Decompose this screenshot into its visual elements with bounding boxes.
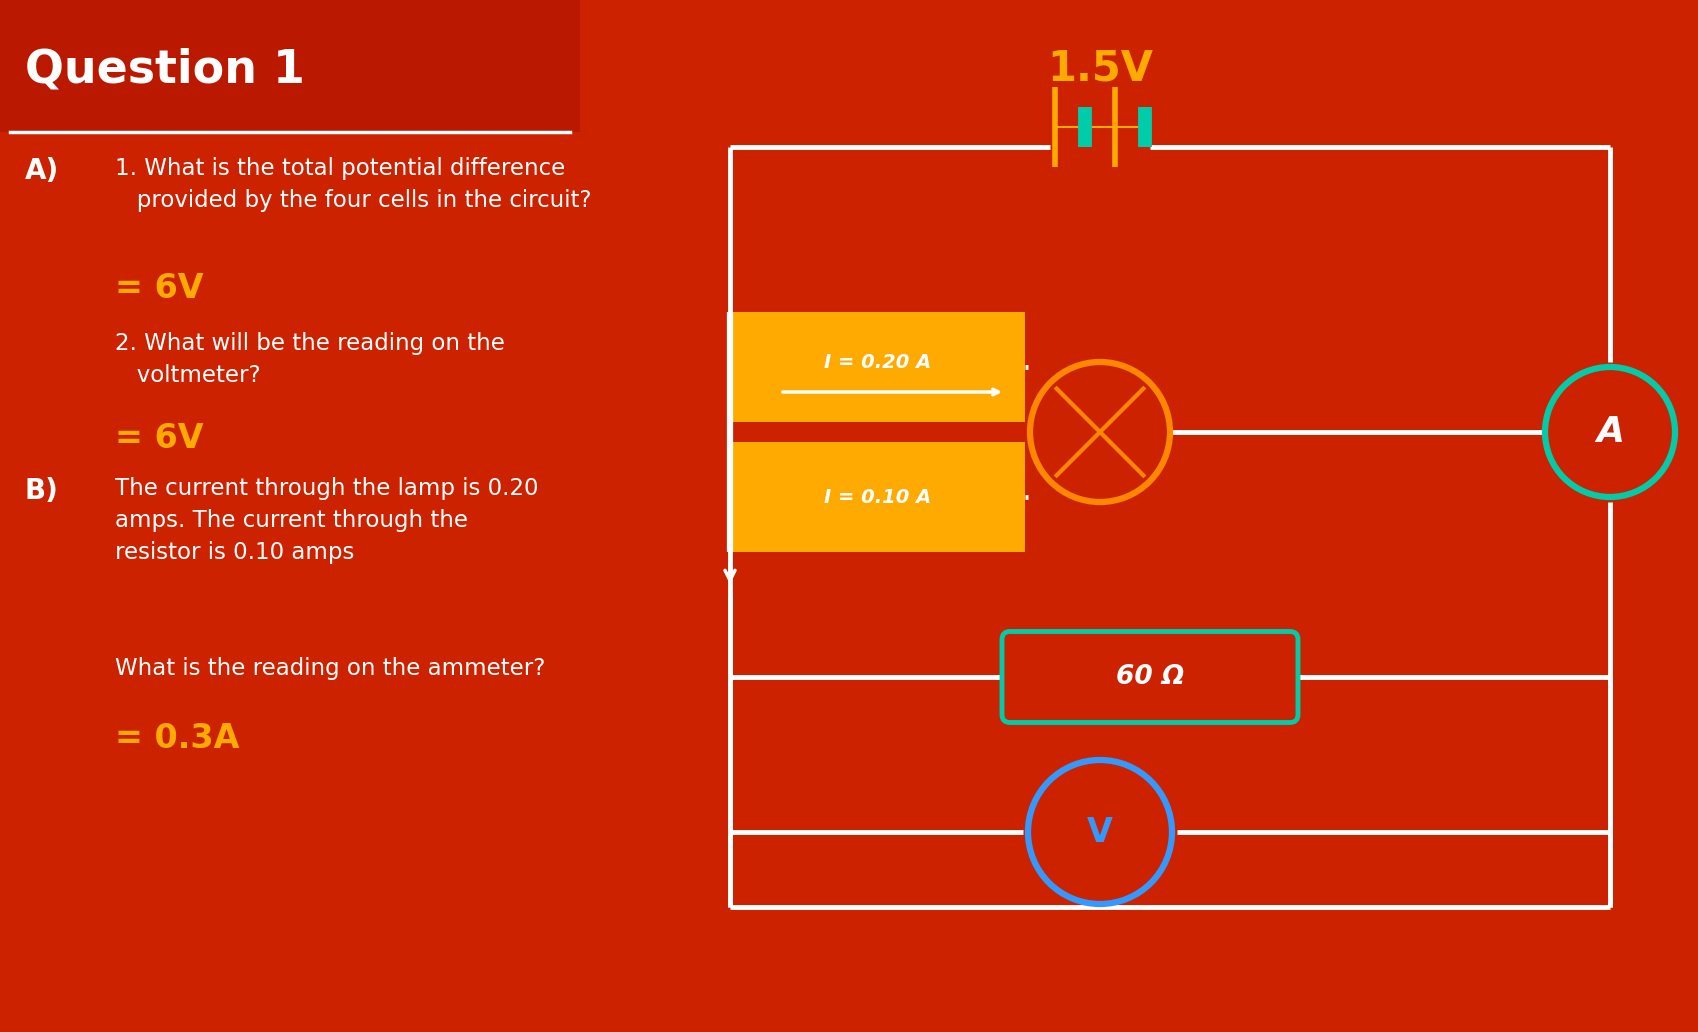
- Text: I = 0.20 A: I = 0.20 A: [824, 353, 931, 372]
- FancyBboxPatch shape: [1002, 632, 1297, 722]
- Text: A): A): [25, 157, 59, 185]
- Text: = 6V: = 6V: [115, 422, 204, 455]
- Text: The current through the lamp is 0.20
amps. The current through the
resistor is 0: The current through the lamp is 0.20 amp…: [115, 477, 538, 565]
- Text: B): B): [25, 477, 59, 505]
- Text: 60 Ω: 60 Ω: [1116, 664, 1184, 690]
- FancyBboxPatch shape: [0, 0, 581, 132]
- Text: A: A: [1596, 415, 1623, 449]
- Circle shape: [1545, 367, 1674, 497]
- Text: I = 0.10 A: I = 0.10 A: [824, 487, 931, 507]
- Circle shape: [1031, 362, 1170, 502]
- FancyBboxPatch shape: [730, 312, 1026, 422]
- Text: 2. What will be the reading on the
   voltmeter?: 2. What will be the reading on the voltm…: [115, 332, 504, 387]
- Circle shape: [1027, 760, 1172, 904]
- Text: = 0.3A: = 0.3A: [115, 722, 239, 755]
- Text: = 6V: = 6V: [115, 272, 204, 305]
- Text: V: V: [1087, 815, 1112, 848]
- Text: Question 1: Question 1: [25, 47, 306, 92]
- Text: 1.5V: 1.5V: [1048, 47, 1153, 89]
- Text: What is the reading on the ammeter?: What is the reading on the ammeter?: [115, 657, 545, 680]
- FancyBboxPatch shape: [730, 442, 1026, 552]
- Text: 1. What is the total potential difference
   provided by the four cells in the c: 1. What is the total potential differenc…: [115, 157, 591, 212]
